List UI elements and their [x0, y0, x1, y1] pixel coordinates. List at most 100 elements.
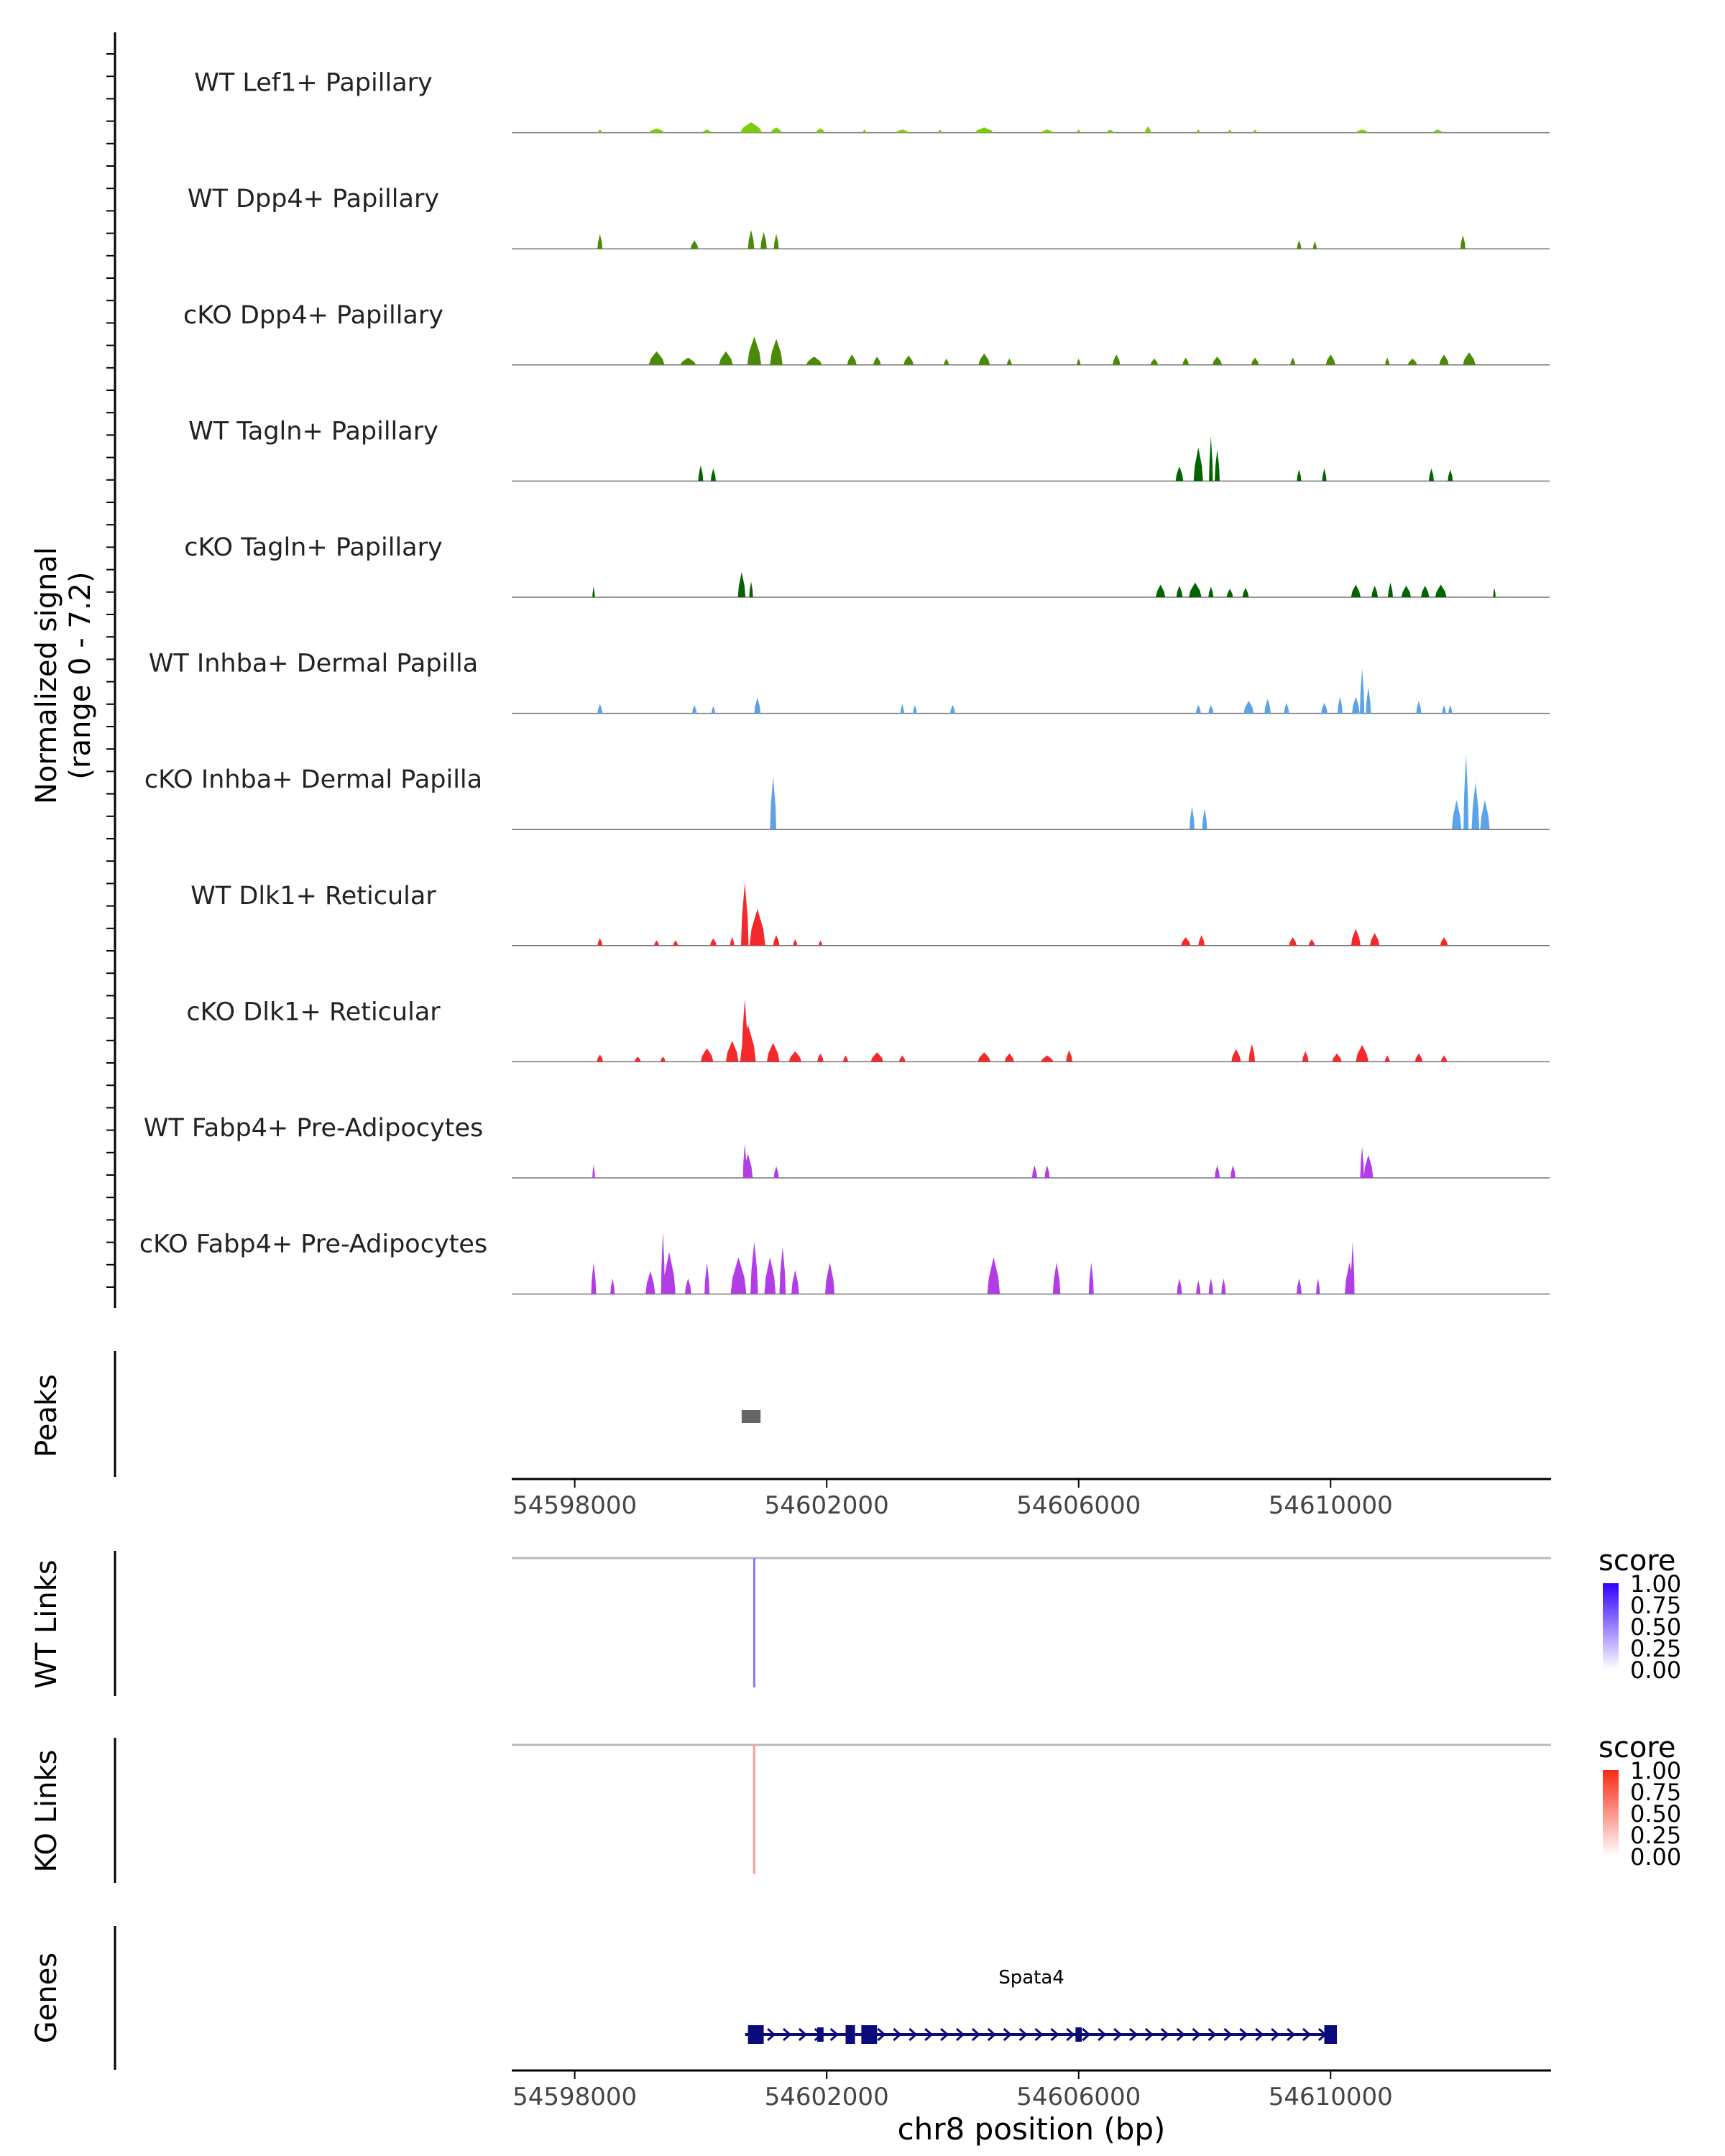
coverage-peak: [944, 359, 949, 365]
coverage-peak: [1044, 1165, 1050, 1178]
coverage-track: cKO Dpp4+ Papillary: [183, 301, 1550, 366]
x-axis-top: 54598000 54602000 54606000 54610000: [512, 1479, 1393, 1520]
x-tick-label: 54598000: [512, 1491, 637, 1520]
coverage-peak: [870, 1052, 884, 1062]
strand-arrow: [1128, 2027, 1138, 2042]
wt-links-track-label: WT Links: [30, 1560, 63, 1688]
coverage-peak: [764, 1257, 776, 1294]
gene-exon: [817, 2027, 824, 2042]
coverage-peak: [704, 1262, 710, 1294]
coverage-peak: [1077, 129, 1081, 133]
strand-arrow: [1160, 2027, 1170, 2042]
coverage-peak: [806, 356, 822, 365]
coverage-peak: [1176, 585, 1183, 597]
coverage-peak: [661, 1231, 665, 1294]
coverage-peak: [1106, 129, 1114, 133]
x-tick-label: 54610000: [1269, 2083, 1393, 2111]
coverage-peak: [1480, 800, 1490, 830]
strand-arrow: [767, 2027, 776, 2042]
coverage-peak: [591, 1262, 597, 1294]
gene-exon: [861, 2025, 878, 2044]
coverage-peak: [597, 1054, 604, 1062]
coverage-peak: [1208, 586, 1214, 597]
coverage-peak: [1401, 585, 1412, 597]
coverage-peak: [1175, 466, 1184, 482]
strand-arrow: [1144, 2027, 1154, 2042]
coverage-peak: [1004, 1053, 1014, 1062]
track-label: cKO Inhba+ Dermal Papilla: [144, 765, 482, 794]
legend-tick-label: 0.50: [1630, 1613, 1681, 1641]
x-axis-bottom: 54598000 54602000 54606000 54610000: [512, 2070, 1393, 2111]
coverage-peak: [1384, 1055, 1390, 1062]
coverage-peak: [1428, 468, 1434, 482]
coverage-peak: [737, 572, 746, 597]
track-label: WT Tagln+ Papillary: [188, 417, 438, 446]
coverage-y-ticks: [106, 53, 115, 1288]
coverage-track: cKO Dlk1+ Reticular: [186, 998, 1550, 1063]
coverage-peak: [1189, 582, 1202, 597]
strand-arrow: [1066, 2027, 1075, 2042]
gene-exon: [845, 2025, 855, 2044]
legend-tick-label: 0.25: [1630, 1822, 1681, 1849]
coverage-peak: [1202, 808, 1208, 830]
coverage-peak: [773, 234, 779, 249]
coverage-peak: [1297, 469, 1302, 482]
coverage-peak: [1325, 354, 1335, 365]
track-label: cKO Tagln+ Papillary: [184, 533, 443, 562]
gene-exon: [1324, 2025, 1338, 2044]
strand-arrow: [1098, 2027, 1107, 2042]
coverage-peak: [654, 940, 660, 946]
coverage-peak: [700, 1048, 714, 1062]
strand-arrow: [1113, 2027, 1123, 2042]
coverage-peak: [1385, 357, 1390, 365]
coverage-peak: [847, 354, 857, 365]
gene-exon: [1075, 2027, 1082, 2042]
coverage-peak: [1322, 468, 1327, 482]
coverage-peak: [1407, 359, 1417, 365]
strand-arrow: [1192, 2027, 1201, 2042]
legend-tick-label: 1.00: [1630, 1757, 1681, 1784]
legend-title: score: [1598, 1731, 1675, 1764]
x-tick-label: 54606000: [1016, 2083, 1141, 2111]
x-tick-label: 54610000: [1269, 1491, 1393, 1520]
gene-model: Spata4: [745, 1967, 1338, 2044]
coverage-peak: [1231, 1049, 1241, 1062]
coverage-peak: [660, 1056, 666, 1062]
coverage-peak: [760, 231, 767, 249]
peak-region: [741, 1410, 761, 1423]
y-axis-title: Normalized signal: [30, 547, 63, 804]
strand-arrow: [908, 2027, 918, 2042]
strand-arrow: [782, 2027, 792, 2042]
strand-arrow: [1239, 2027, 1248, 2042]
coverage-peak: [1440, 937, 1448, 946]
coverage-peak: [1242, 587, 1249, 597]
coverage-peak: [770, 338, 783, 365]
gene-exon: [748, 2025, 764, 2044]
x-tick-label: 54602000: [765, 2083, 889, 2111]
coverage-peak: [680, 357, 696, 365]
coverage-peak: [1360, 668, 1365, 714]
coverage-peak: [597, 234, 603, 249]
coverage-peak: [597, 704, 603, 714]
coverage-peak: [710, 468, 716, 482]
strand-arrow: [1018, 2027, 1028, 2042]
strand-arrow: [877, 2027, 886, 2042]
coverage-peak: [1370, 933, 1380, 946]
coverage-peak: [779, 1246, 786, 1294]
link-tracks: [512, 1557, 1551, 1874]
coverage-peak: [1077, 359, 1081, 365]
coverage-peak: [949, 704, 955, 714]
track-label: WT Dlk1+ Reticular: [190, 882, 436, 911]
coverage-peak: [1066, 1050, 1072, 1062]
strand-arrow: [893, 2027, 902, 2042]
coverage-peak: [754, 697, 761, 714]
legend-tick-label: 0.75: [1630, 1592, 1681, 1619]
coverage-peak: [1284, 703, 1289, 714]
coverage-peak: [1182, 357, 1190, 365]
coverage-peak: [1337, 696, 1343, 714]
strand-arrow: [1082, 2027, 1091, 2042]
coverage-peak: [1463, 754, 1469, 830]
coverage-track: cKO Inhba+ Dermal Papilla: [144, 754, 1550, 830]
genes-track-label: Genes: [30, 1953, 63, 2043]
